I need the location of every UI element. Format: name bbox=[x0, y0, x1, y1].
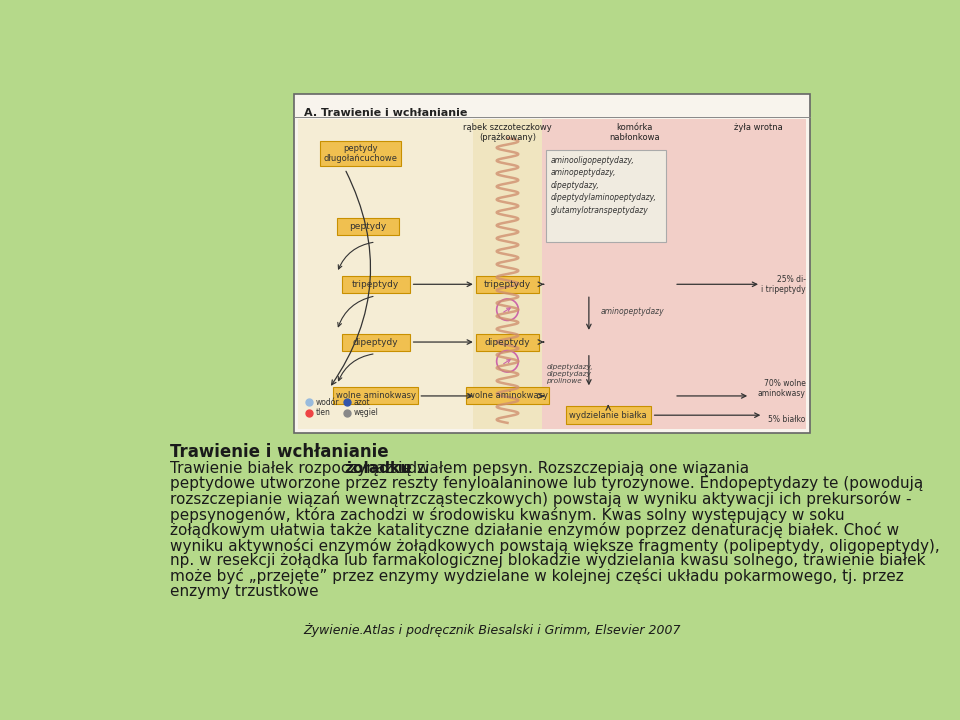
Text: wyniku aktywności enzymów żołądkowych powstają większe fragmenty (polipeptydy, o: wyniku aktywności enzymów żołądkowych po… bbox=[170, 538, 940, 554]
Text: Trawienie i wchłanianie: Trawienie i wchłanianie bbox=[170, 443, 389, 461]
Text: 5% białko: 5% białko bbox=[769, 415, 805, 423]
Text: z udziałem pepsyn. Rozszczepiają one wiązania: z udziałem pepsyn. Rozszczepiają one wią… bbox=[380, 461, 749, 476]
Text: wodór: wodór bbox=[315, 397, 339, 407]
Bar bbox=[466, 387, 549, 405]
Text: dipeptydy: dipeptydy bbox=[485, 338, 530, 346]
Bar bbox=[476, 276, 540, 293]
Text: rozszczepianie wiązań wewnątrzcząsteczkowych) powstają w wyniku aktywacji ich pr: rozszczepianie wiązań wewnątrzcząsteczko… bbox=[170, 492, 912, 508]
Text: żołądkowym ułatwia także katalityczne działanie enzymów poprzez denaturację biał: żołądkowym ułatwia także katalityczne dz… bbox=[170, 522, 900, 539]
Text: 70% wolne
aminokwasy: 70% wolne aminokwasy bbox=[758, 379, 805, 398]
Text: komórka
nabłonkowa: komórka nabłonkowa bbox=[610, 122, 660, 142]
Text: tripeptydy: tripeptydy bbox=[352, 280, 399, 289]
Bar bbox=[565, 406, 651, 424]
Bar bbox=[320, 141, 401, 166]
Text: Trawienie białek rozpoczyna się w: Trawienie białek rozpoczyna się w bbox=[170, 461, 435, 476]
Bar bbox=[476, 333, 540, 351]
Text: peptydy
długołańcuchowe: peptydy długołańcuchowe bbox=[324, 144, 397, 163]
Text: enzymy trzustkowe: enzymy trzustkowe bbox=[170, 584, 319, 599]
Text: węgiel: węgiel bbox=[353, 408, 378, 418]
Bar bbox=[299, 119, 472, 429]
Bar bbox=[333, 387, 419, 405]
Text: aminooligopeptydazy,
aminopeptydazy,
dipeptydazy,
dipeptydylaminopeptydazy,
glut: aminooligopeptydazy, aminopeptydazy, dip… bbox=[551, 156, 657, 215]
Text: peptydowe utworzone przez reszty fenyloalaninowe lub tyrozynowe. Endopeptydazy t: peptydowe utworzone przez reszty fenyloa… bbox=[170, 476, 924, 491]
Text: może być „przejęte” przez enzymy wydzielane w kolejnej części układu pokarmowego: może być „przejęte” przez enzymy wydziel… bbox=[170, 568, 904, 585]
Text: tripeptydy: tripeptydy bbox=[484, 280, 531, 289]
Text: aminopeptydazy: aminopeptydazy bbox=[601, 307, 664, 316]
Bar bbox=[542, 119, 805, 429]
Bar bbox=[342, 333, 410, 351]
Text: wolne aminokwasy: wolne aminokwasy bbox=[336, 392, 416, 400]
Text: A. Trawienie i wchłanianie: A. Trawienie i wchłanianie bbox=[303, 108, 468, 118]
Bar bbox=[337, 218, 399, 235]
Text: dipeptydazy,
dipeptydazy
prolinowe: dipeptydazy, dipeptydazy prolinowe bbox=[546, 364, 593, 384]
Text: rąbek szczoteczkowy
(prążkowany): rąbek szczoteczkowy (prążkowany) bbox=[463, 122, 552, 142]
Text: Żywienie.Atlas i podręcznik Biesalski i Grimm, Elsevier 2007: Żywienie.Atlas i podręcznik Biesalski i … bbox=[303, 623, 681, 637]
Bar bbox=[342, 276, 410, 293]
Text: np. w resekcji żołądka lub farmakologicznej blokadzie wydzielania kwasu solnego,: np. w resekcji żołądka lub farmakologicz… bbox=[170, 553, 925, 568]
Text: żołądku: żołądku bbox=[345, 461, 411, 476]
Text: azot: azot bbox=[353, 397, 370, 407]
Text: dipeptydy: dipeptydy bbox=[353, 338, 398, 346]
Text: wydzielanie białka: wydzielanie białka bbox=[569, 410, 647, 420]
Bar bbox=[546, 150, 666, 242]
Text: 25% di-
i tripeptydy: 25% di- i tripeptydy bbox=[761, 274, 805, 294]
Text: peptydy: peptydy bbox=[349, 222, 387, 231]
Text: wolne aminokwasy: wolne aminokwasy bbox=[468, 392, 547, 400]
Bar bbox=[295, 94, 809, 433]
Text: pepsynogenów, która zachodzi w środowisku kwaśnym. Kwas solny występujący w soku: pepsynogenów, która zachodzi w środowisk… bbox=[170, 507, 845, 523]
Bar bbox=[472, 119, 542, 429]
Text: żyła wrotna: żyła wrotna bbox=[734, 122, 782, 132]
Text: tlen: tlen bbox=[315, 408, 330, 418]
